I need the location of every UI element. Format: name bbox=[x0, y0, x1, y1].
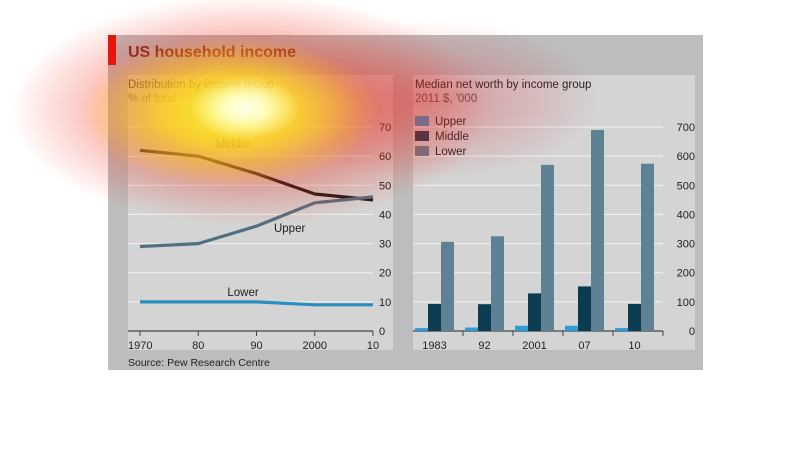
line-series-middle bbox=[139, 148, 374, 202]
line-chart-y-tick-label: 30 bbox=[379, 239, 391, 251]
bar-middle-92 bbox=[478, 304, 491, 331]
bar-lower-10 bbox=[641, 163, 654, 331]
bar-chart-y-tick-label: 300 bbox=[677, 239, 695, 251]
line-chart-panel: Distribution by income group % of total … bbox=[128, 75, 393, 350]
bar-chart-y-tick-label: 0 bbox=[689, 326, 695, 338]
bar-lower-07 bbox=[591, 129, 604, 331]
bar-upper-2001 bbox=[515, 325, 528, 331]
line-series-upper bbox=[139, 195, 374, 249]
bar-upper-92 bbox=[465, 327, 478, 331]
line-chart-y-tick-label: 50 bbox=[379, 180, 391, 192]
bar-upper-10 bbox=[615, 328, 628, 331]
bar-chart-y-tick-label: 200 bbox=[677, 268, 695, 280]
bar-lower-92 bbox=[491, 236, 504, 331]
bar-upper-07 bbox=[565, 325, 578, 331]
bar-chart-y-tick-label: 600 bbox=[677, 151, 695, 163]
bar-chart-x-tick-label: 1983 bbox=[422, 340, 446, 350]
bar-chart-y-tick-label: 500 bbox=[677, 180, 695, 192]
legend-label-upper: Upper bbox=[435, 116, 466, 128]
legend-swatch-lower bbox=[415, 146, 429, 156]
line-chart-y-tick-label: 70 bbox=[379, 122, 391, 134]
legend-swatch-middle bbox=[415, 131, 429, 141]
legend-label-lower: Lower bbox=[435, 146, 466, 158]
line-chart-x-tick-label: 90 bbox=[250, 340, 262, 350]
line-series-label-upper: Upper bbox=[274, 223, 305, 235]
bar-middle-07 bbox=[578, 286, 591, 331]
bar-chart-panel: Median net worth by income group 2011 $,… bbox=[413, 75, 695, 350]
bar-chart: 0 100 200 300 400 500 600 700 1983 92 2001 07 10 Uppe… bbox=[413, 116, 695, 350]
bar-upper-1983 bbox=[415, 328, 428, 331]
line-chart-y-tick-label: 10 bbox=[379, 297, 391, 309]
line-chart-y-tick-label: 0 bbox=[379, 326, 385, 338]
chart-figure: US household income Distribution by inco… bbox=[108, 35, 703, 370]
bar-chart-x-tick-label: 92 bbox=[478, 340, 490, 350]
line-series-label-lower: Lower bbox=[227, 287, 258, 299]
legend-label-middle: Middle bbox=[435, 131, 469, 143]
line-chart-x-tick-label: 10 bbox=[367, 340, 379, 350]
bar-chart-x-tick-label: 10 bbox=[628, 340, 640, 350]
line-chart-x-tick-label: 1970 bbox=[128, 340, 152, 350]
line-chart-x-tick-label: 80 bbox=[192, 340, 204, 350]
line-series-label-middle: Middle bbox=[216, 138, 250, 150]
legend-swatch-upper bbox=[415, 116, 429, 126]
bar-lower-2001 bbox=[541, 164, 554, 331]
line-chart-y-tick-label: 40 bbox=[379, 209, 391, 221]
bar-chart-y-tick-label: 400 bbox=[677, 209, 695, 221]
bar-chart-x-tick-label: 2001 bbox=[522, 340, 546, 350]
line-chart-y-tick-label: 20 bbox=[379, 268, 391, 280]
bar-chart-y-tick-label: 700 bbox=[677, 122, 695, 134]
source-note: Source: Pew Research Centre bbox=[128, 357, 270, 369]
bar-lower-1983 bbox=[441, 241, 454, 331]
bar-chart-x-tick-label: 07 bbox=[578, 340, 590, 350]
line-chart-y-tick-label: 60 bbox=[379, 151, 391, 163]
bar-middle-1983 bbox=[428, 303, 441, 331]
bar-middle-10 bbox=[628, 303, 641, 331]
figure-title: US household income bbox=[128, 44, 297, 61]
bar-chart-y-tick-label: 100 bbox=[677, 297, 695, 309]
bar-middle-2001 bbox=[528, 293, 541, 331]
line-chart-x-tick-label: 2000 bbox=[303, 340, 327, 350]
brand-tab bbox=[108, 35, 116, 65]
